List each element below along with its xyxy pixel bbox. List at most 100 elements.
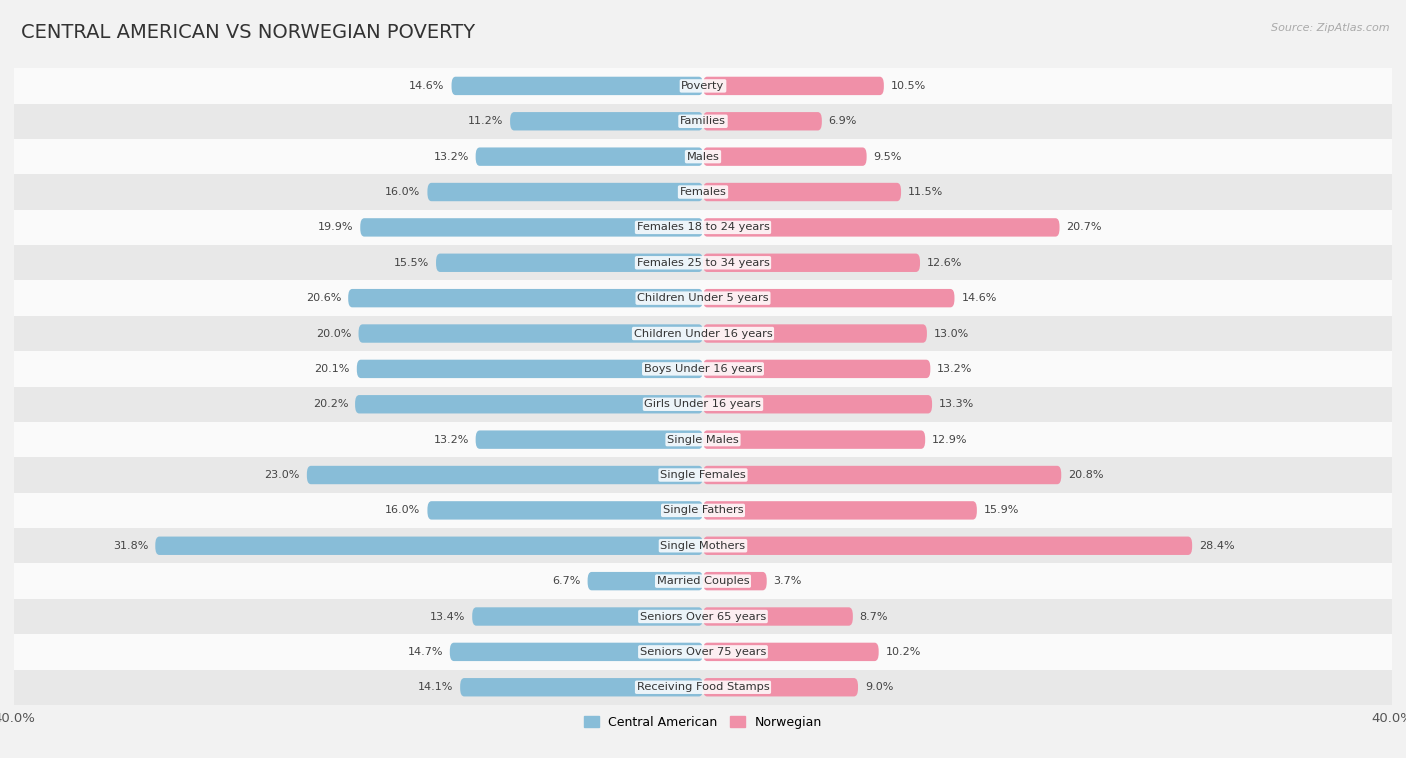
Text: 14.6%: 14.6%	[962, 293, 997, 303]
Text: 20.6%: 20.6%	[307, 293, 342, 303]
FancyBboxPatch shape	[356, 395, 703, 413]
FancyBboxPatch shape	[703, 183, 901, 201]
FancyBboxPatch shape	[703, 537, 1192, 555]
Legend: Central American, Norwegian: Central American, Norwegian	[578, 711, 828, 734]
Text: 13.3%: 13.3%	[939, 399, 974, 409]
Bar	[14, 316, 1392, 351]
Text: Receiving Food Stamps: Receiving Food Stamps	[637, 682, 769, 692]
Text: 16.0%: 16.0%	[385, 506, 420, 515]
Bar	[14, 457, 1392, 493]
Text: 20.8%: 20.8%	[1069, 470, 1104, 480]
FancyBboxPatch shape	[155, 537, 703, 555]
FancyBboxPatch shape	[427, 501, 703, 519]
FancyBboxPatch shape	[703, 643, 879, 661]
FancyBboxPatch shape	[703, 678, 858, 697]
Text: Females 25 to 34 years: Females 25 to 34 years	[637, 258, 769, 268]
Text: Seniors Over 65 years: Seniors Over 65 years	[640, 612, 766, 622]
FancyBboxPatch shape	[475, 431, 703, 449]
Bar	[14, 68, 1392, 104]
Text: 11.5%: 11.5%	[908, 187, 943, 197]
Text: 15.9%: 15.9%	[984, 506, 1019, 515]
Text: 20.7%: 20.7%	[1066, 222, 1102, 233]
FancyBboxPatch shape	[427, 183, 703, 201]
Text: Females: Females	[679, 187, 727, 197]
Bar	[14, 669, 1392, 705]
Text: CENTRAL AMERICAN VS NORWEGIAN POVERTY: CENTRAL AMERICAN VS NORWEGIAN POVERTY	[21, 23, 475, 42]
Text: Source: ZipAtlas.com: Source: ZipAtlas.com	[1271, 23, 1389, 33]
Text: 10.2%: 10.2%	[886, 647, 921, 657]
FancyBboxPatch shape	[703, 324, 927, 343]
Text: 13.2%: 13.2%	[433, 434, 468, 445]
Text: 20.0%: 20.0%	[316, 328, 352, 339]
Bar	[14, 563, 1392, 599]
Text: 14.7%: 14.7%	[408, 647, 443, 657]
FancyBboxPatch shape	[357, 360, 703, 378]
Bar	[14, 493, 1392, 528]
FancyBboxPatch shape	[588, 572, 703, 590]
Text: 16.0%: 16.0%	[385, 187, 420, 197]
FancyBboxPatch shape	[703, 218, 1060, 236]
FancyBboxPatch shape	[450, 643, 703, 661]
Text: 15.5%: 15.5%	[394, 258, 429, 268]
Text: 8.7%: 8.7%	[859, 612, 889, 622]
FancyBboxPatch shape	[359, 324, 703, 343]
Text: 12.9%: 12.9%	[932, 434, 967, 445]
FancyBboxPatch shape	[703, 254, 920, 272]
Text: Boys Under 16 years: Boys Under 16 years	[644, 364, 762, 374]
Text: 6.9%: 6.9%	[828, 116, 858, 127]
Text: Females 18 to 24 years: Females 18 to 24 years	[637, 222, 769, 233]
Text: Families: Families	[681, 116, 725, 127]
Text: 6.7%: 6.7%	[553, 576, 581, 586]
Bar	[14, 104, 1392, 139]
Text: Girls Under 16 years: Girls Under 16 years	[644, 399, 762, 409]
FancyBboxPatch shape	[703, 572, 766, 590]
Text: Seniors Over 75 years: Seniors Over 75 years	[640, 647, 766, 657]
FancyBboxPatch shape	[703, 112, 823, 130]
Text: Children Under 16 years: Children Under 16 years	[634, 328, 772, 339]
Text: 13.2%: 13.2%	[938, 364, 973, 374]
Text: Children Under 5 years: Children Under 5 years	[637, 293, 769, 303]
FancyBboxPatch shape	[436, 254, 703, 272]
Text: 20.1%: 20.1%	[315, 364, 350, 374]
Bar	[14, 528, 1392, 563]
FancyBboxPatch shape	[703, 77, 884, 95]
Text: 23.0%: 23.0%	[264, 470, 299, 480]
FancyBboxPatch shape	[703, 289, 955, 307]
Text: Single Mothers: Single Mothers	[661, 540, 745, 551]
Text: 10.5%: 10.5%	[891, 81, 927, 91]
Text: 13.0%: 13.0%	[934, 328, 969, 339]
FancyBboxPatch shape	[460, 678, 703, 697]
FancyBboxPatch shape	[703, 360, 931, 378]
Text: 13.2%: 13.2%	[433, 152, 468, 161]
FancyBboxPatch shape	[307, 466, 703, 484]
Text: 20.2%: 20.2%	[312, 399, 349, 409]
FancyBboxPatch shape	[703, 466, 1062, 484]
Bar	[14, 351, 1392, 387]
Bar	[14, 245, 1392, 280]
FancyBboxPatch shape	[703, 501, 977, 519]
FancyBboxPatch shape	[703, 607, 853, 625]
Bar	[14, 210, 1392, 245]
Bar	[14, 280, 1392, 316]
Text: 9.0%: 9.0%	[865, 682, 893, 692]
FancyBboxPatch shape	[360, 218, 703, 236]
Text: 3.7%: 3.7%	[773, 576, 801, 586]
Text: Males: Males	[686, 152, 720, 161]
FancyBboxPatch shape	[703, 148, 866, 166]
FancyBboxPatch shape	[475, 148, 703, 166]
Bar	[14, 422, 1392, 457]
Text: 13.4%: 13.4%	[430, 612, 465, 622]
FancyBboxPatch shape	[451, 77, 703, 95]
Text: Married Couples: Married Couples	[657, 576, 749, 586]
Text: 28.4%: 28.4%	[1199, 540, 1234, 551]
Bar	[14, 139, 1392, 174]
Text: Single Males: Single Males	[666, 434, 740, 445]
Bar	[14, 174, 1392, 210]
Text: 19.9%: 19.9%	[318, 222, 353, 233]
Bar	[14, 387, 1392, 422]
FancyBboxPatch shape	[510, 112, 703, 130]
Text: 12.6%: 12.6%	[927, 258, 962, 268]
FancyBboxPatch shape	[349, 289, 703, 307]
Text: Single Females: Single Females	[661, 470, 745, 480]
FancyBboxPatch shape	[472, 607, 703, 625]
